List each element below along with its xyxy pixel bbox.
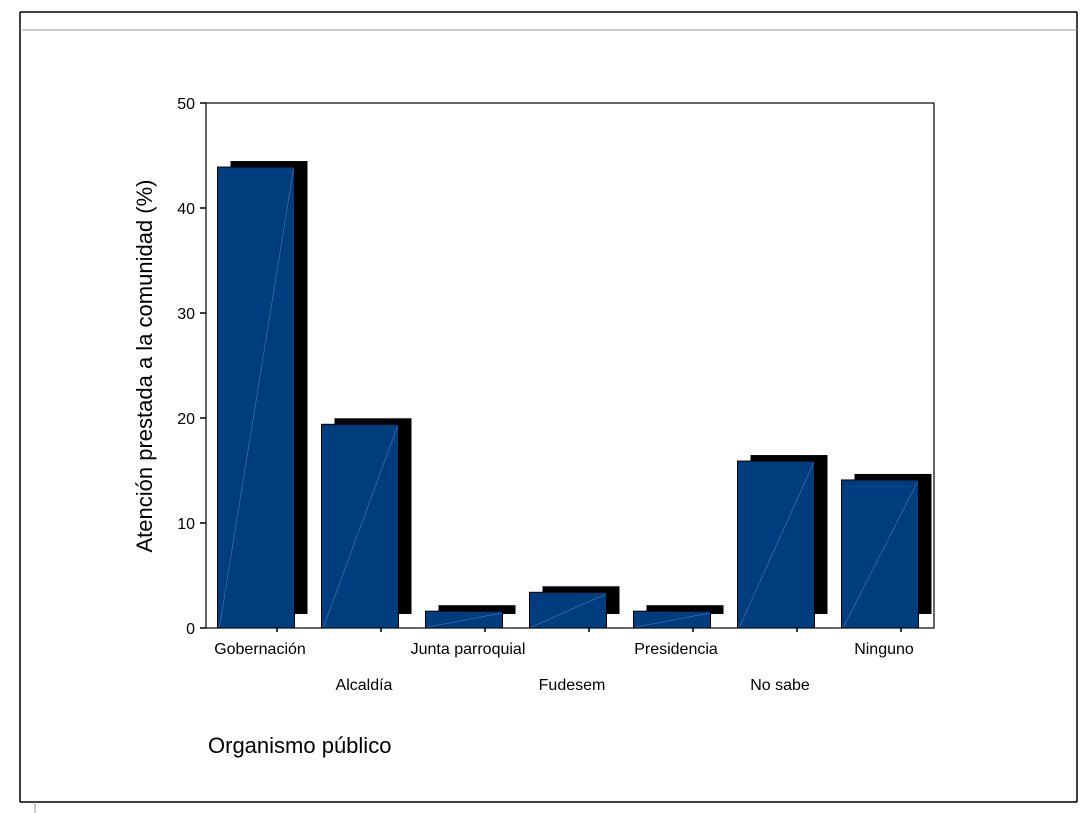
bar-diagonal xyxy=(739,462,814,628)
x-tick-label: Fudesem xyxy=(539,677,606,694)
x-axis-title: Organismo público xyxy=(208,733,391,758)
y-tick-label: 20 xyxy=(177,411,195,428)
bar-diagonal xyxy=(219,169,294,628)
y-tick-label: 50 xyxy=(177,96,195,113)
y-tick-label: 0 xyxy=(186,621,195,638)
x-tick-label: No sabe xyxy=(750,677,810,694)
y-axis-title: Atención prestada a la comunidad (%) xyxy=(132,180,157,553)
x-axis-ticks: Gobernación Alcaldía Junta parroquial Fudes… xyxy=(214,628,914,694)
y-tick-label: 10 xyxy=(177,516,195,533)
bar-diagonal xyxy=(531,594,606,628)
y-tick-label: 40 xyxy=(177,201,195,218)
bar-diagonal xyxy=(323,426,398,628)
bar-diagonal xyxy=(427,612,502,628)
y-tick-label: 30 xyxy=(177,306,195,323)
x-tick-label: Alcaldía xyxy=(336,677,393,694)
bar-shadow xyxy=(646,605,724,614)
bar-diagonal xyxy=(843,481,918,628)
x-tick-label: Gobernación xyxy=(214,641,306,658)
x-tick-label: Junta parroquial xyxy=(411,641,526,658)
bars xyxy=(217,161,932,629)
bar-shadow xyxy=(438,605,516,614)
x-tick-label: Presidencia xyxy=(634,641,718,658)
bar-diagonal xyxy=(635,612,710,628)
x-tick-label: Ninguno xyxy=(854,641,914,658)
y-axis-ticks: 0 10 20 30 40 50 xyxy=(177,96,206,638)
